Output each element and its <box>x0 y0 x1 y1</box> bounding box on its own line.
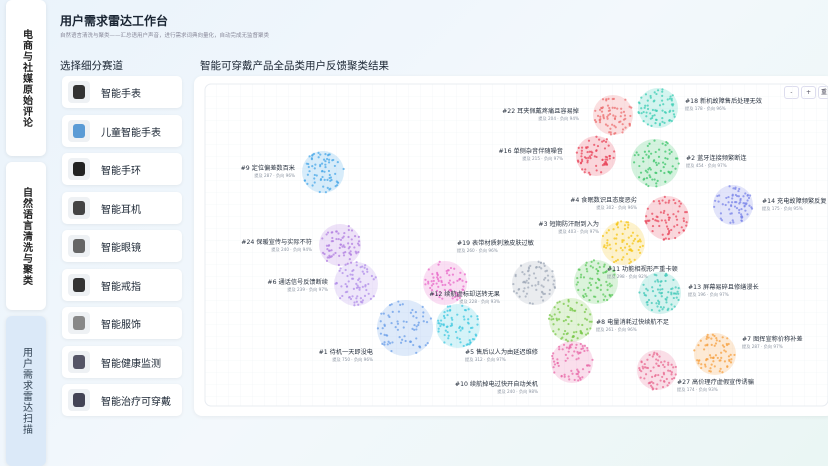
track-icon <box>68 350 90 373</box>
page-title: 用户需求雷达工作台 <box>60 14 169 28</box>
track-item[interactable]: 智能手表 <box>62 76 182 108</box>
track-icon <box>68 312 90 334</box>
track-icon <box>68 81 90 103</box>
panel <box>194 76 828 416</box>
track-label: 智能眼镜 <box>101 243 141 254</box>
track-label: 智能服饰 <box>101 320 141 331</box>
track-item[interactable]: 智能手环 <box>62 153 182 185</box>
tab-active[interactable]: 自然语言清洗与聚类 <box>6 162 46 310</box>
tab-label: 自然语言清洗与聚类 <box>20 186 32 286</box>
track-item[interactable]: 智能眼镜 <box>62 230 182 262</box>
track-label: 智能戒指 <box>101 281 141 293</box>
track-label: 智能手表 <box>101 89 141 100</box>
track-label: 智能手环 <box>101 166 141 177</box>
track-item[interactable]: 智能健康监测 <box>62 345 182 378</box>
track-item[interactable]: 智能治疗可穿戴 <box>62 384 182 416</box>
track-icon <box>68 119 90 142</box>
track-item[interactable]: 智能戒指 <box>62 268 182 301</box>
track-item[interactable]: 智能服饰 <box>62 307 182 339</box>
zoom-in[interactable]: + <box>801 86 816 99</box>
track-label: 智能健康监测 <box>101 358 161 370</box>
tab[interactable]: 用户需求雷达扫描 <box>6 316 46 466</box>
track-icon <box>68 196 90 219</box>
reset[interactable]: 重置 <box>818 86 828 99</box>
track-icon <box>68 235 90 257</box>
page-subtitle: 自然语言清洗与聚类——汇总语用户声音，进行需求词典向量化，自动完成无监督聚类 <box>60 33 270 39</box>
panel-title: 智能可穿戴产品全品类用户反馈聚类结果 <box>200 60 389 72</box>
track-icon <box>68 273 90 296</box>
track-icon <box>68 389 90 411</box>
track-label: 儿童智能手表 <box>101 127 161 139</box>
tab-label: 用户需求雷达扫描 <box>20 347 32 435</box>
track-label: 智能耳机 <box>101 204 141 216</box>
track-item[interactable]: 儿童智能手表 <box>62 114 182 147</box>
tab[interactable]: 电商与社媒原始评论 <box>6 0 46 156</box>
track-label: 智能治疗可穿戴 <box>101 397 171 408</box>
zoom-out[interactable]: - <box>784 86 799 99</box>
section-title: 选择细分赛道 <box>60 60 123 72</box>
track-icon <box>68 158 90 180</box>
tab-label: 电商与社媒原始评论 <box>20 28 32 128</box>
track-item[interactable]: 智能耳机 <box>62 191 182 224</box>
